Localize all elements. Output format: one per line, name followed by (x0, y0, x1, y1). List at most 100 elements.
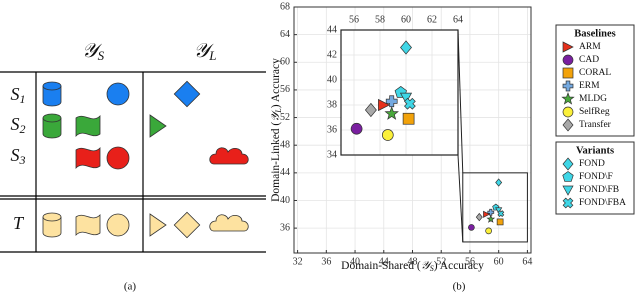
x-tick-label: 32 (293, 256, 303, 267)
legend-marker (562, 171, 574, 182)
legend-marker (562, 157, 574, 171)
legend-marker (562, 41, 574, 53)
legend-marker (562, 197, 574, 209)
point (399, 92, 413, 104)
subscript: 3 (19, 153, 26, 167)
label-text: Domain-Shared ( (341, 260, 421, 272)
x-tick-label: 64 (453, 14, 463, 25)
point (385, 95, 398, 108)
y-tick-label: 38 (327, 99, 337, 110)
y-tick-label: 36 (327, 124, 337, 135)
point (404, 97, 416, 110)
y-tick-label: 48 (280, 139, 290, 150)
x-tick-label: 56 (349, 14, 359, 25)
legend-marker (562, 106, 574, 118)
x-tick-label: 56 (465, 256, 475, 267)
label-text: ) Accuracy (270, 58, 282, 108)
x-tick-label: 40 (350, 256, 360, 267)
x-tick-label: 60 (494, 256, 504, 267)
point (364, 102, 377, 118)
subscript: 1 (20, 92, 26, 106)
subscript: S (98, 48, 105, 63)
legend: Variants FOND FOND\F FOND\FB FOND\FBA (555, 141, 635, 215)
legend-label: FOND\FBA (579, 198, 626, 208)
legend: Baselines ARM CAD CORAL ERM MLDG SelfReg Transf… (555, 24, 635, 137)
y-tick-label: 40 (280, 195, 290, 206)
legend-title: Baselines (574, 28, 615, 39)
y-tick-label: 44 (327, 24, 337, 35)
legend-label: FOND (579, 159, 605, 169)
label-text: Domain-Linked ( (270, 122, 282, 202)
point (475, 212, 483, 222)
legend-label: FOND\F (579, 172, 613, 182)
legend-label: ERM (579, 81, 600, 91)
diagram: 𝒴S 𝒴L S1 S2 S3 T (a) (0, 40, 266, 293)
table-lines (0, 71, 266, 253)
xlabel: Domain-Shared (𝒴S) Accuracy (341, 260, 484, 273)
legend-label: CAD (579, 55, 599, 65)
y-tick-label: 44 (280, 167, 290, 178)
legend-label: SelfReg (579, 106, 610, 117)
x-tick-label: 60 (401, 14, 411, 25)
point (378, 98, 391, 112)
legend-box (555, 24, 635, 137)
symbol: S (11, 145, 20, 165)
y-tick-label: 52 (280, 112, 290, 123)
point (468, 224, 475, 231)
y-tick-label: 56 (280, 84, 290, 95)
column-header: 𝒴L (194, 40, 217, 63)
legend-marker (562, 118, 574, 132)
point (496, 218, 504, 226)
legend-label: Transfer (579, 119, 612, 130)
zoom-connector (457, 29, 464, 173)
point (400, 40, 412, 55)
point (487, 208, 495, 216)
x-tick-label: 58 (375, 14, 385, 25)
symbol: T (13, 213, 25, 233)
symbol: 𝒴 (270, 110, 282, 122)
legend-marker (562, 54, 574, 66)
caption: (b) (453, 281, 466, 293)
symbol: S (11, 84, 20, 104)
legend-marker (562, 185, 574, 196)
x-tick-label: 52 (436, 256, 446, 267)
plot-frame (293, 6, 532, 254)
ylabel: Domain-Linked (𝒴L) Accuracy (270, 58, 283, 202)
row-label: T (13, 213, 25, 233)
x-tick-label: 44 (379, 256, 389, 267)
legend-label: MLDG (579, 94, 607, 104)
subscript: L (208, 48, 216, 63)
y-tick-label: 60 (280, 57, 290, 68)
point (485, 227, 492, 235)
point (402, 112, 415, 125)
point (381, 129, 394, 141)
x-tick-label: 48 (408, 256, 418, 267)
subscript: S (430, 264, 434, 273)
y-tick-label: 64 (280, 29, 290, 40)
zoom-box (462, 172, 528, 243)
point (384, 106, 399, 120)
row-label: S1 (11, 84, 26, 106)
y-tick-label: 34 (327, 149, 337, 160)
inset-frame (340, 29, 459, 156)
symbol: 𝒴 (421, 260, 433, 272)
zoom-connector (457, 154, 464, 242)
legend-title: Variants (576, 145, 614, 156)
legend-marker (562, 67, 574, 79)
y-tick-label: 42 (327, 49, 337, 60)
point (495, 178, 503, 187)
subscript: L (274, 108, 283, 114)
label-text: ) Accuracy (434, 260, 484, 272)
legend-marker (561, 91, 575, 105)
row-label: S2 (11, 114, 26, 136)
point (350, 122, 363, 135)
point (483, 210, 491, 218)
caption: (a) (124, 281, 137, 293)
shapes (42, 80, 249, 239)
row-label: S3 (11, 145, 26, 167)
subscript: 2 (20, 122, 26, 136)
legend-marker (562, 80, 574, 92)
point (497, 210, 505, 218)
inset: 56 58 60 62 64 34 36 38 40 42 44 (327, 14, 463, 160)
